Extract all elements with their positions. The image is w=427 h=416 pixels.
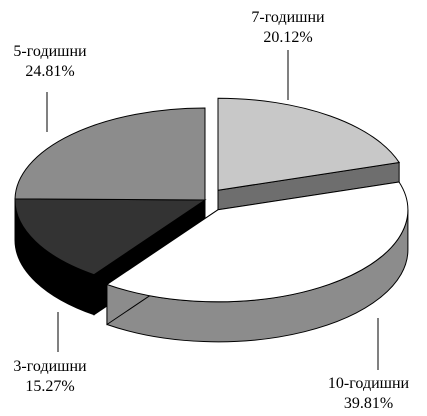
slice-5-year <box>14 107 206 201</box>
slice-label-5-year-name: 5-годишни <box>13 43 87 60</box>
slice-label-3-year-name: 3-годишни <box>13 358 87 375</box>
slice-label-5-year: 5-годишни 24.81% <box>0 42 100 82</box>
slice-label-7-year: 7-годишни 20.12% <box>228 8 348 48</box>
slice-10-year <box>105 181 409 303</box>
slice-3-year <box>14 198 207 276</box>
slice-label-10-year-name: 10-годишни <box>327 375 410 392</box>
slice-label-7-year-value: 20.12% <box>263 29 313 46</box>
slice-label-5-year-value: 24.81% <box>25 63 75 80</box>
slice-label-7-year-name: 7-годишни <box>251 9 325 26</box>
slice-label-10-year: 10-годишни 39.81% <box>310 374 427 414</box>
slice-7-year <box>217 97 400 191</box>
slice-label-10-year-value: 39.81% <box>343 395 394 412</box>
slice-label-3-year: 3-годишни 15.27% <box>0 357 100 397</box>
slice-label-3-year-value: 15.27% <box>25 378 75 395</box>
